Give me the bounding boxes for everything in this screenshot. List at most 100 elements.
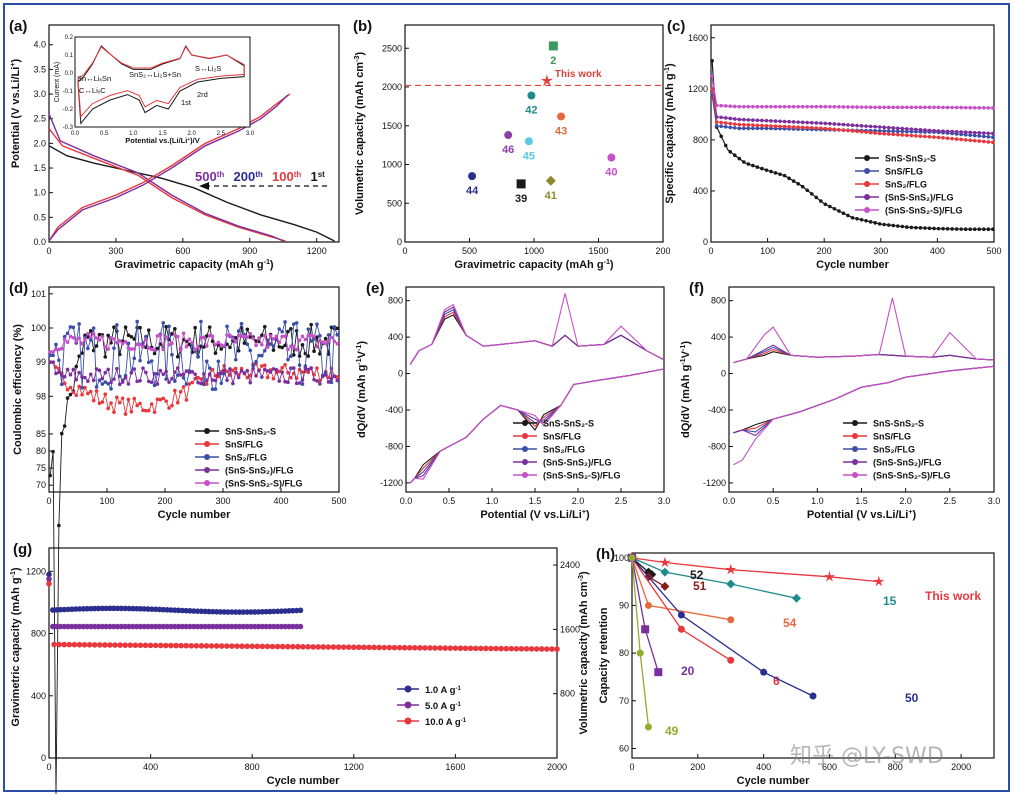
data-point xyxy=(977,134,982,138)
x-axis-label-end: ) xyxy=(586,509,590,521)
data-point xyxy=(284,643,291,650)
data-point xyxy=(158,333,163,338)
data-point xyxy=(94,344,99,348)
data-point-label: 46 xyxy=(502,144,514,156)
data-point xyxy=(895,132,900,137)
data-point xyxy=(142,642,149,649)
inset-annotation: 2rd xyxy=(197,90,208,99)
data-point xyxy=(77,336,81,341)
y-tick-label: 0.5 xyxy=(33,212,46,222)
data-point xyxy=(755,126,760,131)
legend-marker xyxy=(852,446,858,452)
panel-label: (g) xyxy=(13,541,32,558)
data-point-44 xyxy=(468,172,477,181)
data-point xyxy=(294,328,299,333)
data-point xyxy=(841,105,846,109)
data-point xyxy=(332,325,337,329)
data-point xyxy=(968,105,973,110)
data-point xyxy=(732,153,737,157)
data-point xyxy=(117,339,122,343)
cycle-label-sup: th xyxy=(255,170,263,179)
data-point xyxy=(152,371,157,376)
inset-y-tick-label: -0.1 xyxy=(63,89,74,95)
data-point xyxy=(954,137,959,141)
data-point xyxy=(732,117,737,121)
series-label: 52 xyxy=(690,568,704,582)
data-point xyxy=(755,118,760,123)
data-point xyxy=(123,412,128,416)
x-tick-label: 2.5 xyxy=(944,496,957,506)
data-point xyxy=(129,370,134,375)
data-point-15 xyxy=(660,567,670,577)
data-point xyxy=(755,104,760,109)
y-tick-label: 2000 xyxy=(382,82,402,92)
cycle-label-num: 500 xyxy=(195,169,217,184)
data-point xyxy=(882,129,886,133)
y-tick-label: 1.5 xyxy=(33,163,46,173)
data-point xyxy=(123,375,128,380)
data-point xyxy=(141,344,145,349)
panel-label: (d) xyxy=(9,280,28,297)
x-tick-label: 2000 xyxy=(547,762,567,772)
y-tick-label: 0 xyxy=(721,369,726,379)
data-point xyxy=(48,360,52,364)
data-point xyxy=(900,133,905,137)
data-point xyxy=(297,623,304,630)
data-point xyxy=(823,121,828,126)
data-point xyxy=(190,370,195,374)
data-point xyxy=(732,104,737,109)
data-point xyxy=(778,119,782,124)
data-point-This-work xyxy=(823,571,835,582)
data-point xyxy=(260,342,264,347)
data-point xyxy=(819,121,823,125)
data-point xyxy=(103,355,108,359)
panel-label: (a) xyxy=(9,18,27,35)
data-point xyxy=(216,371,221,376)
data-point xyxy=(61,641,68,648)
y-tick-label: 800 xyxy=(388,296,403,306)
data-point xyxy=(728,116,733,121)
data-point xyxy=(760,118,764,123)
data-point xyxy=(950,129,954,134)
x-tick-label: 0.0 xyxy=(723,496,736,506)
data-point xyxy=(65,331,70,336)
data-point xyxy=(326,375,331,380)
data-point xyxy=(158,368,163,373)
data-point xyxy=(193,325,197,330)
data-point xyxy=(109,387,113,391)
chart-f: 0.0 0.5 1.0 1.5 2.0 2.5 3.0 -1200 -800 -400 0 400 80… xyxy=(679,280,1000,521)
data-point xyxy=(286,329,290,334)
data-point xyxy=(809,104,814,109)
x-axis-label: Potential (V vs.Li/Li+) xyxy=(807,508,917,521)
data-point xyxy=(207,333,212,338)
data-point xyxy=(932,226,936,231)
inset-y-tick-label: -0.2 xyxy=(63,107,74,113)
data-point xyxy=(259,643,266,650)
data-point xyxy=(102,642,108,648)
data-point xyxy=(714,115,719,119)
x-tick-label: 200 xyxy=(690,762,705,772)
data-point xyxy=(972,138,977,143)
data-point xyxy=(280,370,284,374)
data-point xyxy=(187,382,192,386)
data-point xyxy=(264,643,271,650)
series-label: 51 xyxy=(693,579,707,593)
data-point xyxy=(306,354,311,358)
data-point xyxy=(972,105,977,110)
data-point xyxy=(882,105,886,110)
data-point xyxy=(286,370,290,375)
legend-entry: SnS/FLG xyxy=(543,432,581,442)
data-point xyxy=(65,396,70,400)
data-point xyxy=(320,374,325,379)
y-right-axis-label-text: Volumetric capacity (mAh cm xyxy=(578,581,590,734)
data-point xyxy=(265,345,270,350)
data-point xyxy=(823,202,828,207)
data-point xyxy=(115,341,119,345)
data-point xyxy=(65,340,70,345)
data-point xyxy=(773,171,778,175)
y-tick-label: -800 xyxy=(708,441,726,451)
data-point xyxy=(796,104,800,109)
data-point xyxy=(719,120,723,125)
data-point xyxy=(823,104,828,109)
data-point xyxy=(126,346,131,350)
